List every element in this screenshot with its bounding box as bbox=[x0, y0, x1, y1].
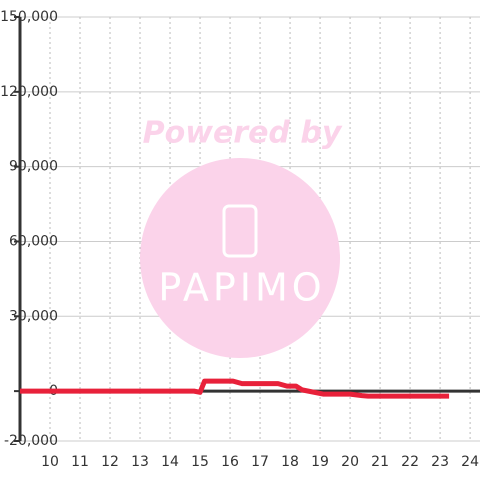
watermark-text: Powered by bbox=[143, 116, 343, 151]
y-tick-label: 60,000 bbox=[9, 233, 58, 249]
x-tick-label: 18 bbox=[281, 454, 299, 470]
x-tick-label: 20 bbox=[341, 454, 359, 470]
x-tick-label: 16 bbox=[221, 454, 239, 470]
y-tick-label: 120,000 bbox=[0, 84, 58, 100]
watermark-circle bbox=[140, 158, 340, 358]
y-tick-label: 150,000 bbox=[0, 9, 58, 25]
x-tick-label: 17 bbox=[251, 454, 269, 470]
x-tick-label: 22 bbox=[401, 454, 419, 470]
x-tick-label: 21 bbox=[371, 454, 389, 470]
x-tick-label: 11 bbox=[71, 454, 89, 470]
x-tick-label: 13 bbox=[131, 454, 149, 470]
y-tick-label: 30,000 bbox=[9, 308, 58, 324]
x-tick-label: 12 bbox=[101, 454, 119, 470]
x-tick-label: 14 bbox=[161, 454, 179, 470]
x-tick-label: 23 bbox=[431, 454, 449, 470]
y-tick-label: -20,000 bbox=[4, 433, 58, 449]
x-tick-label: 15 bbox=[191, 454, 209, 470]
line bbox=[20, 378, 450, 399]
x-tick-label: 24 bbox=[461, 454, 479, 470]
watermark-icon bbox=[222, 204, 258, 258]
y-tick-label: 90,000 bbox=[9, 159, 58, 175]
x-tick-label: 19 bbox=[311, 454, 329, 470]
watermark-text: PAPIMO bbox=[158, 266, 325, 310]
x-tick-label: 10 bbox=[41, 454, 59, 470]
